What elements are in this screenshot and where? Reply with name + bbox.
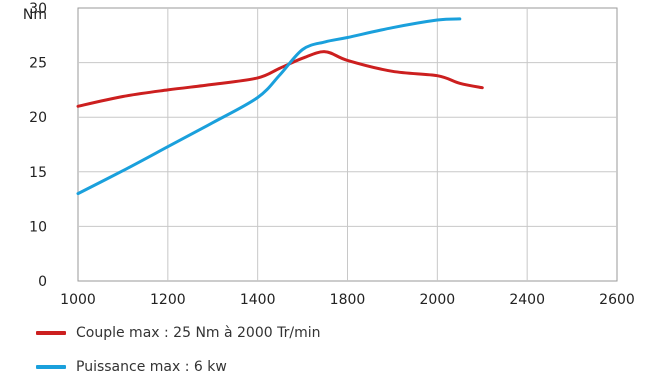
couple-line <box>76 50 484 108</box>
x-tick-label: 1400 <box>240 292 276 308</box>
y-axis-ticks: 0 10 15 20 25 30 <box>29 1 47 290</box>
y-tick-label: 0 <box>38 274 47 290</box>
x-tick-label: 1000 <box>60 292 96 308</box>
chart-grid <box>77 7 618 282</box>
x-tick-label: 2600 <box>599 292 635 308</box>
y-tick-label: 15 <box>29 165 47 181</box>
x-tick-label: 2000 <box>420 292 456 308</box>
x-tick-label: 2400 <box>509 292 545 308</box>
y-tick-label: 10 <box>29 219 47 235</box>
x-tick-label: 1800 <box>330 292 366 308</box>
legend-swatch-couple <box>36 331 66 335</box>
legend-label-couple: Couple max : 25 Nm à 2000 Tr/min <box>76 325 321 341</box>
y-axis-label: Nm <box>23 7 47 23</box>
y-tick-label: 30 <box>29 1 47 17</box>
legend-item-puissance: Puissance max : 6 kw <box>36 359 227 375</box>
legend-label-puissance: Puissance max : 6 kw <box>76 359 227 375</box>
legend-item-couple: Couple max : 25 Nm à 2000 Tr/min <box>36 325 320 341</box>
chart-series-lines <box>76 17 484 196</box>
x-axis-ticks: 1000 1200 1400 1800 2000 2400 2600 <box>60 292 635 308</box>
x-tick-label: 1200 <box>150 292 186 308</box>
y-tick-label: 20 <box>29 110 47 126</box>
puissance-line <box>76 17 462 196</box>
legend-swatch-puissance <box>36 365 66 369</box>
y-tick-label: 25 <box>29 56 47 72</box>
